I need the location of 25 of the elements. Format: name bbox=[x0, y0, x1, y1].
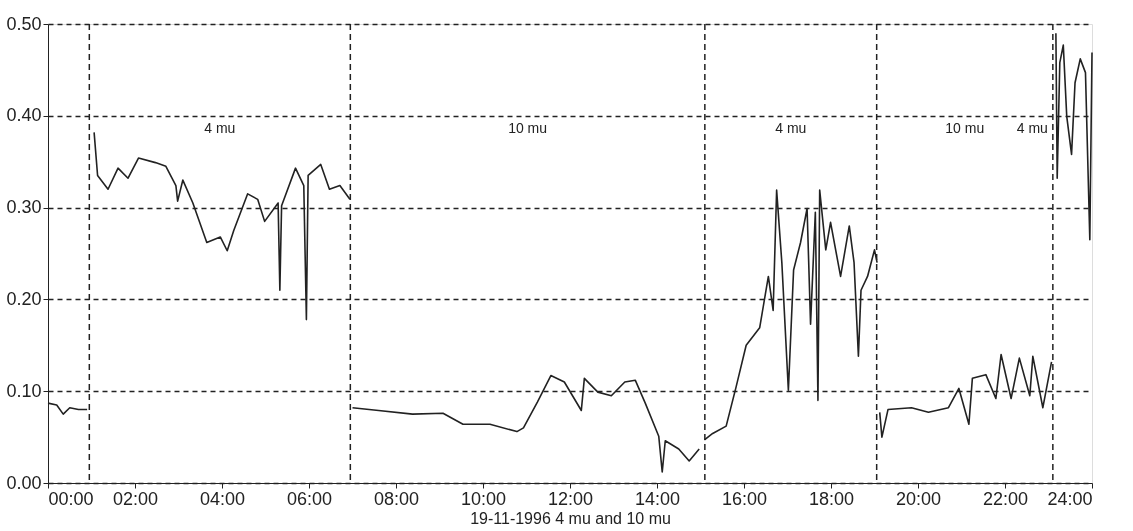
annotation: 10 mu bbox=[508, 120, 548, 136]
x-tick-label: 18:00 bbox=[808, 488, 855, 509]
x-tick-label: 10:00 bbox=[460, 488, 507, 509]
y-tick-label: 0.40 bbox=[6, 105, 42, 126]
x-tick-label: 04:00 bbox=[199, 488, 246, 509]
x-tick-label: 16:00 bbox=[721, 488, 768, 509]
x-tick-label: 22:00 bbox=[982, 488, 1029, 509]
x-tick-label: 08:00 bbox=[373, 488, 420, 509]
y-tick-label: 0.50 bbox=[6, 13, 42, 34]
y-tick-label: 0.20 bbox=[6, 288, 42, 309]
y-tick-label: 0.00 bbox=[6, 472, 42, 493]
annotation: 10 mu bbox=[945, 120, 985, 136]
x-tick-label: 00:00 bbox=[48, 488, 94, 509]
x-tick-label: 06:00 bbox=[286, 488, 333, 509]
y-tick-label: 0.10 bbox=[6, 380, 42, 401]
x-tick-label: 24:00 bbox=[1047, 488, 1093, 509]
x-tick-label: 14:00 bbox=[634, 488, 681, 509]
x-tick-label: 12:00 bbox=[547, 488, 594, 509]
annotation: 4 mu bbox=[204, 120, 236, 136]
annotation: 4 mu bbox=[1016, 120, 1048, 136]
x-axis-title: 19-11-1996 4 mu and 10 mu bbox=[470, 509, 671, 527]
annotation: 4 mu bbox=[775, 120, 807, 136]
x-tick-label: 02:00 bbox=[112, 488, 159, 509]
y-tick-label: 0.30 bbox=[6, 197, 42, 218]
x-tick-label: 20:00 bbox=[895, 488, 942, 509]
